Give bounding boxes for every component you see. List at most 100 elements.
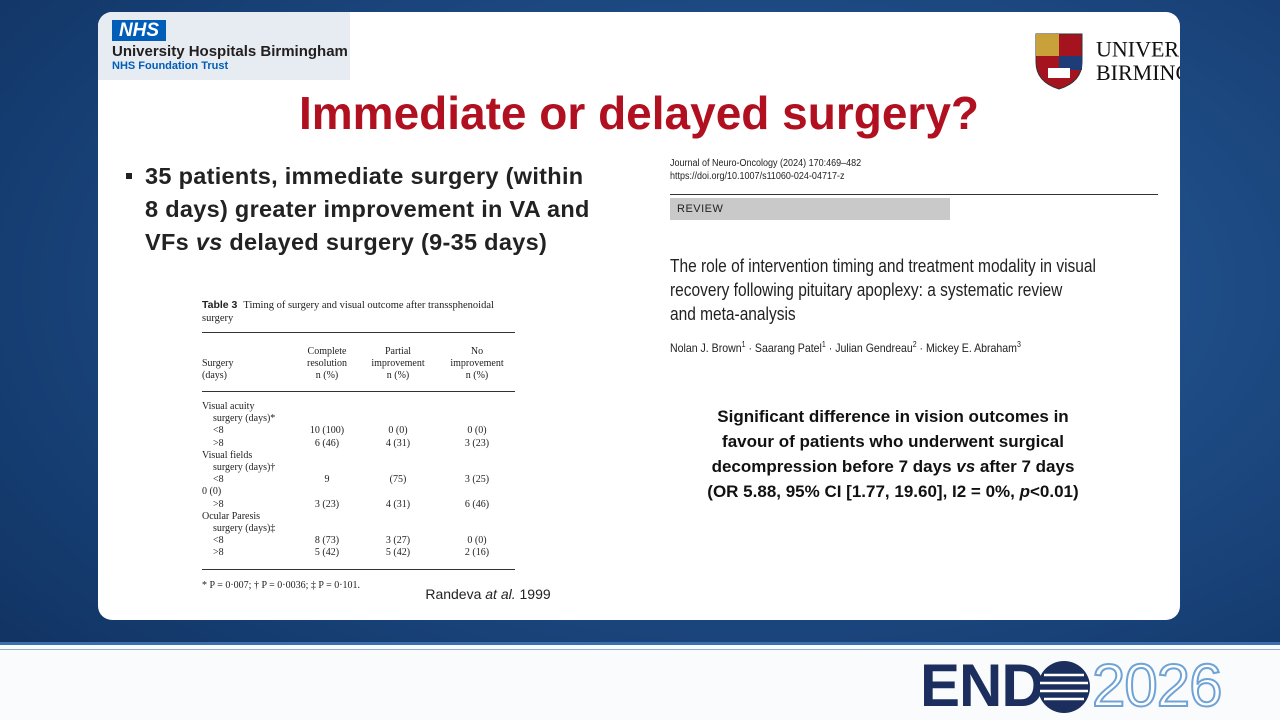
article-title: The role of intervention timing and trea… xyxy=(670,254,1096,326)
text-line: decompression before 7 days vs after 7 d… xyxy=(658,454,1128,479)
slide-title: Immediate or delayed surgery? xyxy=(298,87,980,139)
table-cell: 3 (23) xyxy=(314,498,340,510)
text-line: Significant difference in vision outcome… xyxy=(658,404,1128,429)
table-rule xyxy=(202,569,515,570)
journal: Journal of Neuro-Oncology (2024) 170:469… xyxy=(670,158,862,169)
table-cell: 0 (0) xyxy=(202,486,222,498)
divider xyxy=(670,194,1158,195)
column-header: Partial xyxy=(384,346,412,357)
brand: END xyxy=(920,652,1045,719)
table-cell: 3 (27) xyxy=(385,535,411,547)
crest xyxy=(1035,33,1083,90)
table-cell: 2 (16) xyxy=(464,547,490,559)
bullet-point: 35 patients, immediate surgery (within 8 … xyxy=(126,160,590,259)
text: (OR 5.88, 95% CI [1.77, 19.60], I2 = 0%, xyxy=(707,482,1020,501)
column-header: n (%) xyxy=(386,370,410,381)
table-rule xyxy=(202,391,515,392)
text-line: (OR 5.88, 95% CI [1.77, 19.60], I2 = 0%,… xyxy=(658,479,1128,504)
emphasis: at al. xyxy=(485,586,516,602)
column-header: n (%) xyxy=(315,370,339,381)
university-line1: UNIVERSITYOF xyxy=(1096,36,1180,62)
nhs-trust: NHS Foundation Trust xyxy=(112,60,229,72)
university-line2: BIRMINGHAM xyxy=(1096,60,1180,85)
group-name: Visual fields xyxy=(202,449,253,461)
group-sub: surgery (days)* xyxy=(213,413,276,425)
text: 8 days) greater improvement in VA and xyxy=(145,196,590,222)
column-header: improvement xyxy=(371,358,425,369)
table-cell: 5 (42) xyxy=(385,547,411,559)
emphasis: p xyxy=(1019,482,1030,501)
text: Significant difference in vision outcome… xyxy=(717,407,1069,426)
table-cell: 5 (42) xyxy=(314,547,340,559)
table-rule xyxy=(202,332,515,333)
table-cell: 9 xyxy=(324,474,330,486)
title-line: and meta-analysis xyxy=(670,304,796,324)
row-label: >8 xyxy=(213,547,224,559)
column-header: improvement xyxy=(450,358,504,369)
text: after 7 days xyxy=(975,457,1075,476)
table-cell: 4 (31) xyxy=(385,437,411,449)
nhs-name: University Hospitals Birmingham xyxy=(112,43,348,60)
text: decompression before 7 days xyxy=(711,457,957,476)
table-cell: 10 (100) xyxy=(309,425,345,437)
row-label: <8 xyxy=(213,535,224,547)
affiliation: 2 xyxy=(912,340,917,349)
affiliation: 1 xyxy=(741,340,746,349)
table-cell: 3 (25) xyxy=(464,474,490,486)
table-cell: 0 (0) xyxy=(467,535,487,547)
year: 2026 xyxy=(1091,651,1223,720)
text-line: 35 patients, immediate surgery (within xyxy=(145,160,590,193)
text: VFs xyxy=(145,229,196,255)
table-cell: 6 (46) xyxy=(464,498,490,510)
slide-card: NHS University Hospitals Birmingham NHS … xyxy=(98,12,1180,620)
table-label: Table 3 xyxy=(202,299,238,311)
separator: · xyxy=(828,341,833,355)
column-header: Complete xyxy=(307,346,347,357)
separator: · xyxy=(919,341,924,355)
emphasis: vs xyxy=(195,229,223,255)
affiliation: 3 xyxy=(1016,340,1021,349)
separator: · xyxy=(748,341,752,355)
caption-text: Timing of surgery and visual outcome aft… xyxy=(202,300,494,324)
emphasis: vs xyxy=(956,457,976,476)
text-line: VFs vs delayed surgery (9-35 days) xyxy=(145,226,590,259)
table-cell: 8 (73) xyxy=(314,535,340,547)
text: delayed surgery (9-35 days) xyxy=(222,229,548,255)
text: Randeva xyxy=(425,586,486,602)
column-header: Surgery xyxy=(202,358,234,369)
text-line: 8 days) greater improvement in VA and xyxy=(145,193,590,226)
table-cell: 0 (0) xyxy=(388,425,408,437)
footer: END 2026 xyxy=(0,642,1280,720)
group-sub: surgery (days)† xyxy=(213,462,276,473)
authors: Nolan J. Brown1 · Saarang Patel1 · Julia… xyxy=(670,340,1101,355)
text: 35 patients, immediate surgery (within xyxy=(145,163,584,189)
row-label: <8 xyxy=(213,425,224,437)
author-name: Mickey E. Abraham xyxy=(926,341,1017,355)
row-label: >8 xyxy=(213,498,224,510)
article-header: Journal of Neuro-Oncology (2024) 170:469… xyxy=(670,158,1160,355)
doi: https://doi.org/10.1007/s11060-024-04717… xyxy=(670,171,845,182)
text: <0.01) xyxy=(1030,482,1079,501)
column-header: (days) xyxy=(202,370,227,381)
column-header: n (%) xyxy=(465,370,489,381)
group-sub: surgery (days)‡ xyxy=(213,523,276,534)
table-cell: 4 (31) xyxy=(385,498,411,510)
nhs-badge: NHS xyxy=(112,20,166,41)
table-cell: 0 (0) xyxy=(467,425,487,437)
column-header: No xyxy=(470,346,484,357)
table-cell: (75) xyxy=(389,474,407,486)
title-line: recovery following pituitary apoplexy: a… xyxy=(670,280,1063,300)
group-name: Visual acuity xyxy=(202,401,255,412)
column-header: resolution xyxy=(307,358,347,369)
author-name: Saarang Patel xyxy=(754,341,822,355)
title-line: The role of intervention timing and trea… xyxy=(670,256,1096,276)
section-label: REVIEW xyxy=(670,198,950,220)
text-line: favour of patients who underwent surgica… xyxy=(658,429,1128,454)
nhs-logo: NHS University Hospitals Birmingham NHS … xyxy=(98,12,350,80)
text: 1999 xyxy=(515,586,551,602)
text: favour of patients who underwent surgica… xyxy=(722,432,1064,451)
row-label: >8 xyxy=(213,437,224,449)
text: UNIVERSITY xyxy=(1096,36,1180,62)
author-name: Nolan J. Brown xyxy=(670,341,742,355)
